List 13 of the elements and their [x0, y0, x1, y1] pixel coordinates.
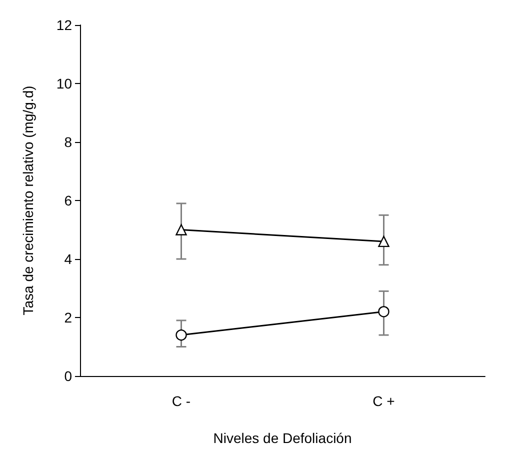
y-tick-label: 2: [64, 310, 72, 326]
y-tick-label: 12: [56, 17, 72, 33]
y-tick-label: 10: [56, 76, 72, 92]
y-tick-label: 8: [64, 134, 72, 150]
point: [176, 329, 187, 341]
x-tick-label: C +: [372, 393, 395, 409]
y-tick-label: 4: [64, 251, 72, 267]
x-axis-title: Niveles de Defoliación: [213, 430, 352, 446]
x-tick-label: C -: [172, 393, 191, 409]
point: [378, 306, 390, 318]
y-axis-title: Tasa de crecimiento relativo (mg/g.d): [20, 86, 36, 316]
y-tick-label: 6: [64, 192, 72, 208]
y-tick-label: 0: [64, 368, 72, 384]
